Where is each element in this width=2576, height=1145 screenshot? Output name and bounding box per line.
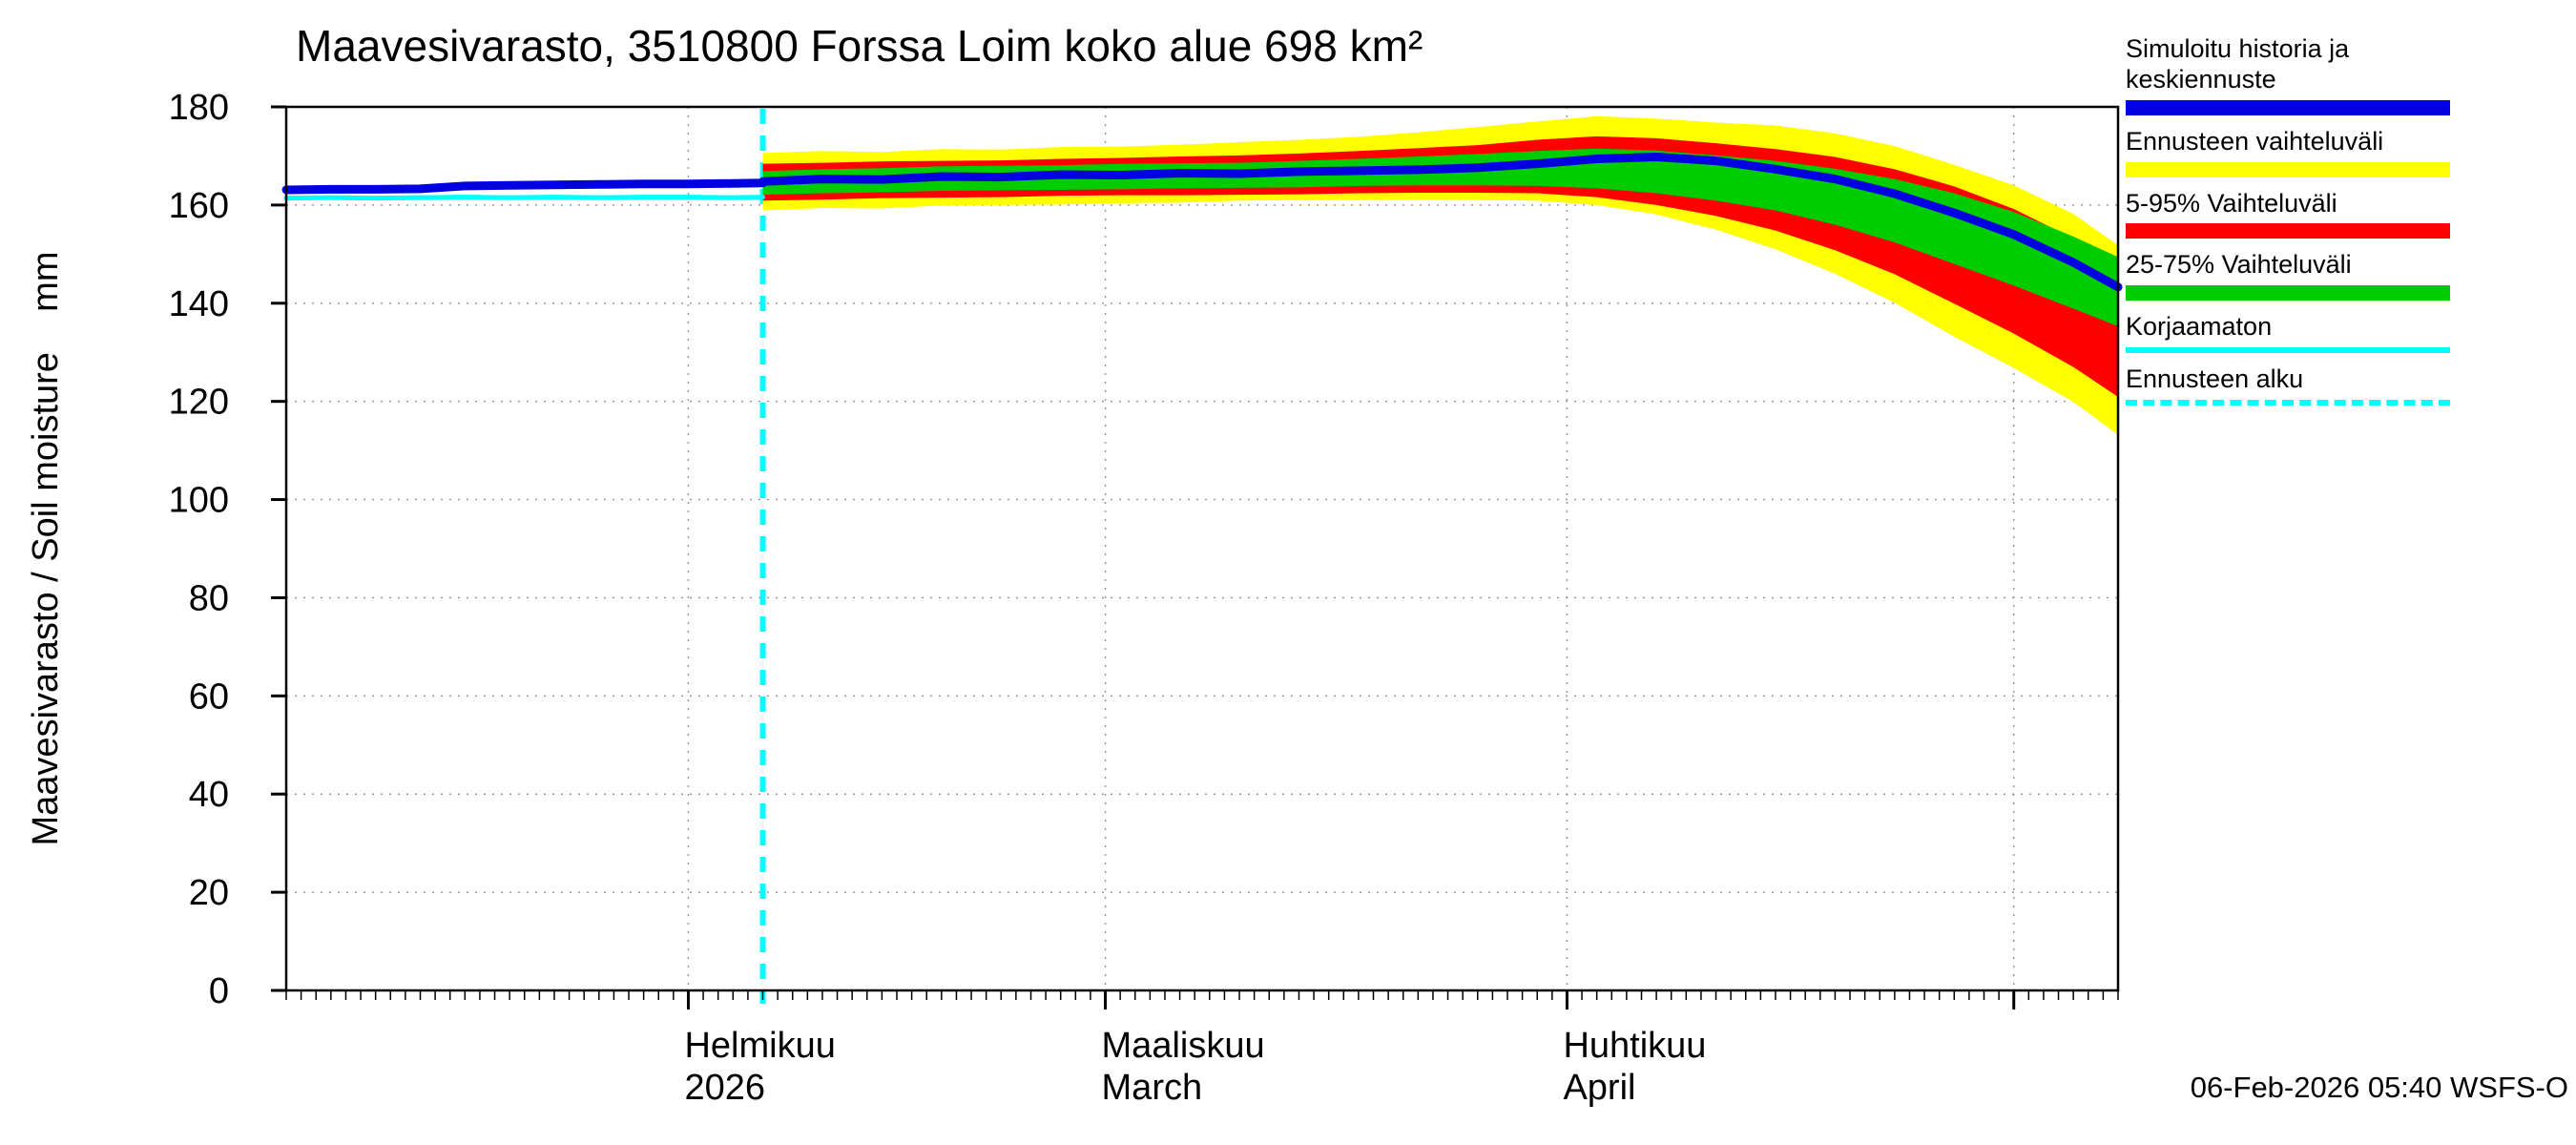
x-month-sublabel: March <box>1102 1068 1203 1108</box>
x-month-label: Huhtikuu <box>1563 1026 1706 1066</box>
legend-swatch-band <box>2126 285 2450 302</box>
legend-item: Ennusteen vaihteluväli <box>2126 127 2450 177</box>
y-tick-label: 160 <box>169 186 229 226</box>
legend-item: Simuloitu historia ja keskiennuste <box>2126 34 2450 115</box>
legend-label: 5-95% Vaihteluväli <box>2126 188 2337 218</box>
x-month-sublabel: 2026 <box>684 1068 765 1108</box>
y-tick-label: 40 <box>189 775 229 815</box>
y-axis-label: Maavesivarasto / Soil moisture mm <box>26 252 66 846</box>
legend-label: 25-75% Vaihteluväli <box>2126 250 2352 280</box>
legend-label: Korjaamaton <box>2126 312 2273 342</box>
legend: Simuloitu historia ja keskiennuste Ennust… <box>2126 34 2450 417</box>
legend-label: Ennusteen alku <box>2126 364 2304 394</box>
y-tick-label: 80 <box>189 578 229 618</box>
y-tick-label: 100 <box>169 481 229 521</box>
legend-item: Korjaamaton <box>2126 312 2450 354</box>
legend-item: 5-95% Vaihteluväli <box>2126 189 2450 239</box>
band-25-75-vaihteluvali <box>762 148 2118 326</box>
median-forecast-line <box>758 152 2123 292</box>
y-tick-label: 140 <box>169 284 229 324</box>
plot-border <box>284 105 2120 992</box>
x-month-label: Helmikuu <box>684 1026 835 1066</box>
legend-label: Simuloitu historia ja keskiennuste <box>2126 34 2350 94</box>
simulated-history-line <box>281 178 768 195</box>
legend-item: Ennusteen alku <box>2126 364 2450 406</box>
chart-title: Maavesivarasto, 3510800 Forssa Loim koko… <box>296 21 1423 71</box>
y-tick-label: 20 <box>189 873 229 913</box>
legend-label: Ennusteen vaihteluväli <box>2126 126 2384 156</box>
legend-swatch-line <box>2126 347 2450 354</box>
legend-swatch-band <box>2126 99 2450 115</box>
legend-swatch-dashed <box>2126 400 2450 406</box>
legend-swatch-band <box>2126 161 2450 177</box>
y-tick-label: 0 <box>209 971 229 1011</box>
y-tick-label: 180 <box>169 88 229 128</box>
x-month-sublabel: April <box>1563 1068 1635 1108</box>
y-tick-label: 60 <box>189 677 229 717</box>
legend-swatch-band <box>2126 223 2450 239</box>
legend-item: 25-75% Vaihteluväli <box>2126 250 2450 302</box>
footer-timestamp: 06-Feb-2026 05:40 WSFS-O <box>2191 1071 2568 1104</box>
x-month-label: Maaliskuu <box>1102 1026 1265 1066</box>
y-tick-label: 120 <box>169 383 229 423</box>
